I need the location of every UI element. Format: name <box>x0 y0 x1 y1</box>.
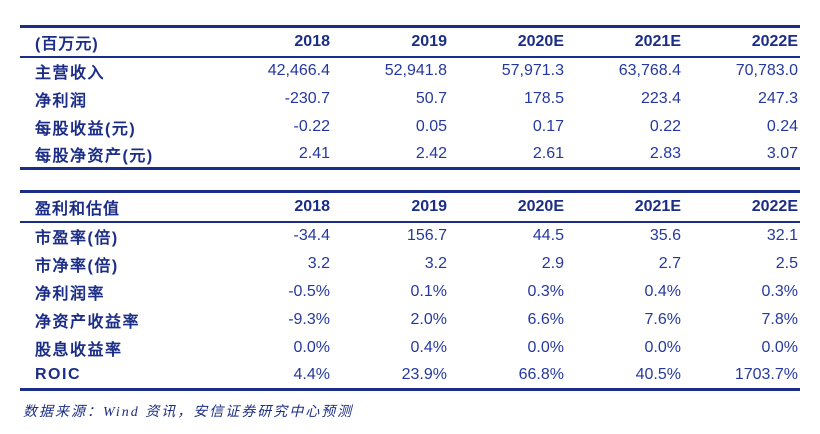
header-row: 盈利和估值 2018 2019 2020E 2021E 2022E <box>20 192 800 222</box>
cell-value: 0.0% <box>761 338 798 356</box>
cell-value: 7.8% <box>761 310 798 328</box>
cell-value: 0.0% <box>527 338 564 356</box>
row-label: 市净率(倍) <box>35 257 119 275</box>
cell-value: 0.1% <box>410 282 447 300</box>
cell-value: 7.6% <box>644 310 681 328</box>
cell-value: 0.22 <box>649 117 681 135</box>
cell-value: 66.8% <box>518 365 564 383</box>
year-column-header: 2021E <box>634 197 681 215</box>
cell-value: 32.1 <box>766 227 798 244</box>
row-label: 每股收益(元) <box>35 120 137 138</box>
cell-value: 2.42 <box>415 144 447 162</box>
row-label: 市盈率(倍) <box>35 230 119 247</box>
table-row: 市盈率(倍) -34.4 156.7 44.5 35.6 32.1 <box>20 222 800 250</box>
table-row: 净资产收益率 -9.3% 2.0% 6.6% 7.6% 7.8% <box>20 306 800 334</box>
cell-value: 3.2 <box>424 254 447 272</box>
cell-value: 178.5 <box>523 89 564 107</box>
cell-value: 2.83 <box>649 144 681 162</box>
cell-value: 3.2 <box>307 254 330 272</box>
cell-value: 0.17 <box>532 117 564 135</box>
year-column-header: 2022E <box>751 197 798 215</box>
row-label: ROIC <box>35 365 81 383</box>
row-label: 净资产收益率 <box>35 313 141 331</box>
cell-value: 156.7 <box>406 227 447 244</box>
cell-value: -230.7 <box>284 89 330 107</box>
table-row: 净利润率 -0.5% 0.1% 0.3% 0.4% 0.3% <box>20 278 800 306</box>
row-label: 主营收入 <box>35 65 106 82</box>
cell-value: 2.9 <box>541 254 564 272</box>
cell-value: 0.0% <box>644 338 681 356</box>
unit-header: (百万元) <box>35 35 99 53</box>
cell-value: 44.5 <box>532 227 564 244</box>
cell-value: 0.0% <box>293 338 330 356</box>
table-row: 每股收益(元) -0.22 0.05 0.17 0.22 0.24 <box>20 113 800 141</box>
cell-value: -9.3% <box>288 310 330 328</box>
cell-value: 42,466.4 <box>267 62 330 79</box>
table-row: ROIC 4.4% 23.9% 66.8% 40.5% 1703.7% <box>20 362 800 390</box>
year-column-header: 2018 <box>294 197 330 215</box>
row-label: 每股净资产(元) <box>35 147 154 165</box>
year-column-header: 2018 <box>294 32 330 50</box>
cell-value: 247.3 <box>757 89 798 107</box>
cell-value: 2.41 <box>298 144 330 162</box>
cell-value: 23.9% <box>401 365 447 383</box>
year-column-header: 2022E <box>751 32 798 50</box>
cell-value: -34.4 <box>293 227 330 244</box>
table-row: 净利润 -230.7 50.7 178.5 223.4 247.3 <box>20 85 800 113</box>
table-row: 每股净资产(元) 2.41 2.42 2.61 2.83 3.07 <box>20 141 800 169</box>
cell-value: 35.6 <box>649 227 681 244</box>
header-row: (百万元) 2018 2019 2020E 2021E 2022E <box>20 27 800 57</box>
cell-value: 52,941.8 <box>384 62 447 79</box>
cell-value: 0.3% <box>527 282 564 300</box>
cell-value: 70,783.0 <box>735 62 798 79</box>
cell-value: 50.7 <box>415 89 447 107</box>
cell-value: -0.5% <box>288 282 330 300</box>
cell-value: 0.4% <box>644 282 681 300</box>
cell-value: 2.5 <box>775 254 798 272</box>
table-row: 主营收入 42,466.4 52,941.8 57,971.3 63,768.4… <box>20 57 800 85</box>
cell-value: 2.61 <box>532 144 564 162</box>
cell-value: 57,971.3 <box>501 62 564 79</box>
table-divider-gap <box>20 170 800 190</box>
cell-value: 0.05 <box>415 117 447 135</box>
cell-value: 0.4% <box>410 338 447 356</box>
row-label: 净利润率 <box>35 285 106 303</box>
section-title: 盈利和估值 <box>35 200 121 218</box>
cell-value: 3.07 <box>766 144 798 162</box>
financial-summary-table: (百万元) 2018 2019 2020E 2021E 2022E 主营收入 4… <box>20 25 800 170</box>
cell-value: -0.22 <box>293 117 330 135</box>
cell-value: 40.5% <box>635 365 681 383</box>
cell-value: 63,768.4 <box>618 62 681 79</box>
cell-value: 0.24 <box>766 117 798 135</box>
profit-valuation-table: 盈利和估值 2018 2019 2020E 2021E 2022E 市盈率(倍)… <box>20 190 800 391</box>
row-label: 股息收益率 <box>35 341 123 359</box>
cell-value: 0.3% <box>761 282 798 300</box>
table-row: 市净率(倍) 3.2 3.2 2.9 2.7 2.5 <box>20 250 800 278</box>
year-column-header: 2021E <box>634 32 681 50</box>
cell-value: 2.0% <box>410 310 447 328</box>
cell-value: 223.4 <box>640 89 681 107</box>
year-column-header: 2020E <box>517 32 564 50</box>
cell-value: 2.7 <box>658 254 681 272</box>
cell-value: 6.6% <box>527 310 564 328</box>
data-source-note: 数据来源：Wind 资讯，安信证券研究中心预测 <box>23 405 354 420</box>
row-label: 净利润 <box>35 92 88 110</box>
year-column-header: 2019 <box>411 32 447 50</box>
table-row: 股息收益率 0.0% 0.4% 0.0% 0.0% 0.0% <box>20 334 800 362</box>
cell-value: 1703.7% <box>734 365 798 383</box>
cell-value: 4.4% <box>293 365 330 383</box>
year-column-header: 2020E <box>517 197 564 215</box>
year-column-header: 2019 <box>411 197 447 215</box>
